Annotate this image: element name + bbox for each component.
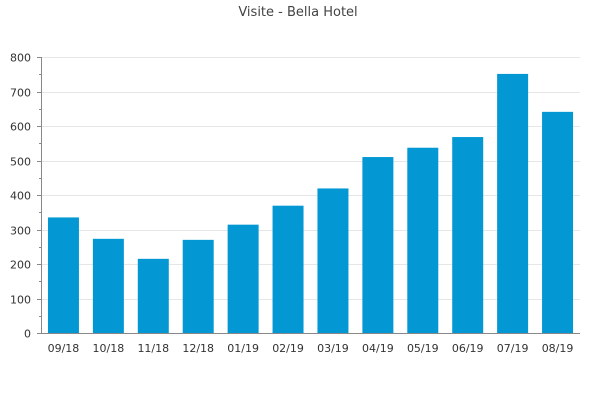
x-tick-label-01-19: 01/19 xyxy=(227,342,259,355)
y-tick-label-600: 600 xyxy=(10,121,31,134)
x-tick-label-09-18: 09/18 xyxy=(48,342,80,355)
bar-06-19 xyxy=(452,137,484,333)
bar-08-19 xyxy=(542,111,574,333)
grid-lines xyxy=(41,57,580,300)
x-tick-label-04-19: 04/19 xyxy=(362,342,394,355)
x-tick-label-10-18: 10/18 xyxy=(93,342,125,355)
bar-09-18 xyxy=(47,217,79,333)
bar-02-19 xyxy=(272,205,304,333)
x-tick-label-11-18: 11/18 xyxy=(137,342,169,355)
bar-10-18 xyxy=(92,238,124,333)
bar-07-19 xyxy=(497,73,529,333)
chart-title: Visite - Bella Hotel xyxy=(238,5,357,20)
axes xyxy=(37,57,580,334)
y-tick-label-0: 0 xyxy=(24,328,31,341)
x-tick-label-02-19: 02/19 xyxy=(272,342,304,355)
bar-03-19 xyxy=(317,188,349,333)
bar-05-19 xyxy=(407,147,439,333)
x-tick-label-05-19: 05/19 xyxy=(407,342,439,355)
x-tick-label-03-19: 03/19 xyxy=(317,342,349,355)
bar-11-18 xyxy=(137,258,169,333)
tick-labels: 0 100 200 300 400 500 600 700 800 09/18 10/18 11/18… xyxy=(10,52,573,356)
bar-12-18 xyxy=(182,239,214,333)
x-tick-label-08-19: 08/19 xyxy=(542,342,574,355)
y-tick-label-200: 200 xyxy=(10,259,31,272)
y-tick-label-100: 100 xyxy=(10,294,31,307)
x-tick-label-12-18: 12/18 xyxy=(182,342,214,355)
y-tick-label-700: 700 xyxy=(10,87,31,100)
y-tick-label-400: 400 xyxy=(10,190,31,203)
bar-04-19 xyxy=(362,157,394,333)
x-tick-label-06-19: 06/19 xyxy=(452,342,484,355)
bars xyxy=(47,73,574,333)
y-tick-label-500: 500 xyxy=(10,156,31,169)
x-tick-label-07-19: 07/19 xyxy=(497,342,529,355)
bar-01-19 xyxy=(227,224,259,333)
y-tick-label-300: 300 xyxy=(10,225,31,238)
y-tick-label-800: 800 xyxy=(10,52,31,65)
